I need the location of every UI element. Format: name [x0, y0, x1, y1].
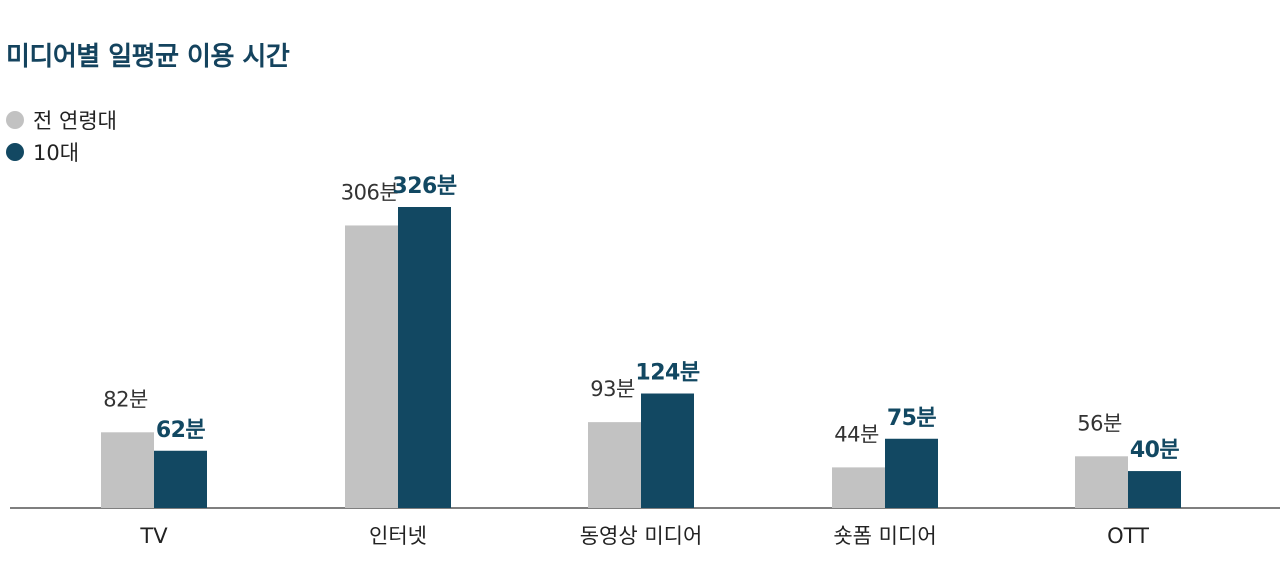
data-label-all-ages-4: 56분 — [1077, 411, 1122, 435]
bar-all-ages-1 — [345, 225, 398, 509]
data-label-teens-3: 75분 — [887, 406, 937, 431]
bar-all-ages-4 — [1075, 456, 1128, 508]
bar-all-ages-2 — [588, 422, 641, 508]
legend-label-teens: 10대 — [33, 141, 80, 165]
legend-item-teens: 10대 — [6, 136, 117, 168]
bar-teens-2 — [641, 393, 694, 508]
legend-swatch-teens — [6, 143, 24, 161]
category-label-0: TV — [139, 524, 168, 548]
legend: 전 연령대 10대 — [6, 104, 117, 168]
chart-title: 미디어별 일평균 이용 시간 — [6, 42, 290, 72]
category-label-3: 숏폼 미디어 — [833, 524, 936, 548]
bar-all-ages-3 — [832, 467, 885, 508]
bar-teens-4 — [1128, 471, 1181, 508]
data-label-teens-0: 62분 — [156, 418, 206, 443]
data-label-all-ages-0: 82분 — [103, 387, 148, 411]
bar-teens-3 — [885, 438, 938, 508]
category-label-1: 인터넷 — [369, 524, 427, 548]
bar-all-ages-0 — [101, 432, 154, 508]
bar-teens-1 — [398, 207, 451, 508]
legend-swatch-all-ages — [6, 111, 24, 129]
category-label-4: OTT — [1107, 524, 1149, 548]
data-label-all-ages-1: 306분 — [341, 180, 399, 204]
bar-teens-0 — [154, 450, 207, 508]
data-label-teens-1: 326분 — [392, 174, 456, 199]
legend-label-all-ages: 전 연령대 — [33, 109, 117, 133]
legend-item-all-ages: 전 연령대 — [6, 104, 117, 136]
data-label-all-ages-3: 44분 — [834, 422, 879, 446]
category-label-2: 동영상 미디어 — [580, 524, 703, 548]
data-label-all-ages-2: 93분 — [590, 377, 635, 401]
data-label-teens-4: 40분 — [1130, 438, 1180, 463]
data-label-teens-2: 124분 — [635, 361, 699, 386]
